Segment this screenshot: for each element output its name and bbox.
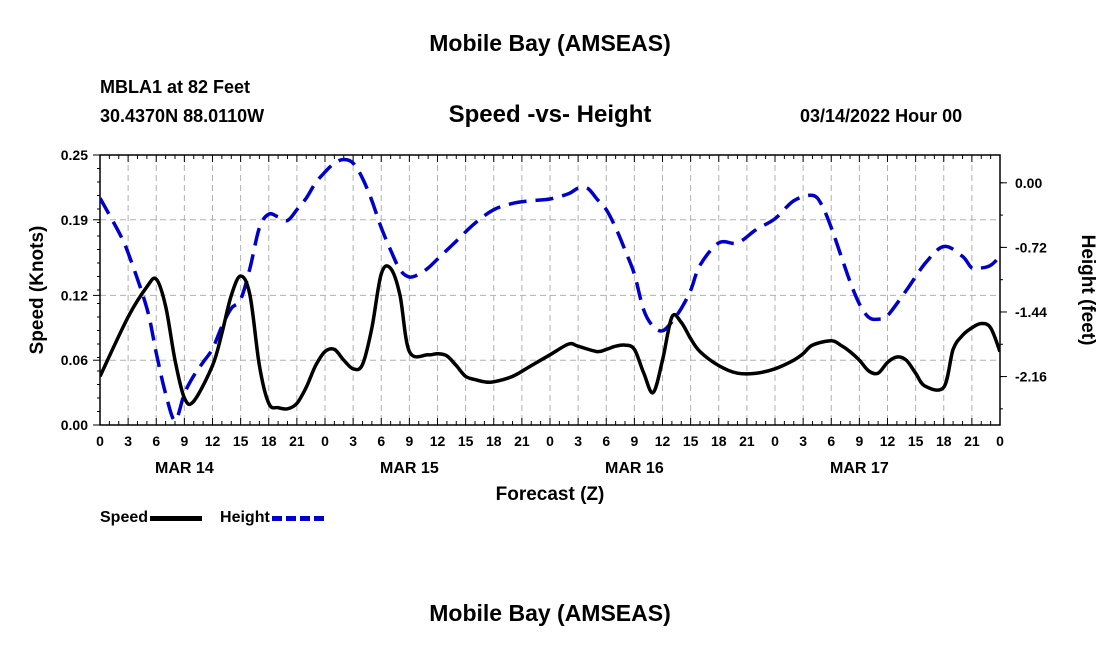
x-tick-label: 3 [574,433,582,449]
x-tick-label: 12 [880,433,896,449]
x-tick-label: 21 [514,433,530,449]
legend-swatch-height [271,515,324,521]
x-tick-label: 12 [205,433,221,449]
y-left-tick-label: 0.25 [61,147,88,163]
x-tick-label: 21 [289,433,305,449]
day-label: MAR 17 [830,460,889,477]
x-tick-label: 3 [124,433,132,449]
y-left-axis-title: Speed (Knots) [27,226,48,355]
y-left-tick-label: 0.06 [61,352,88,368]
y-right-tick-label: -1.44 [1015,304,1047,320]
x-tick-label: 0 [321,433,329,449]
station-label: MBLA1 at 82 Feet [100,77,251,97]
y-right-tick-label: 0.00 [1015,175,1042,191]
next-chart-title: Mobile Bay (AMSEAS) [429,600,671,626]
day-label: MAR 15 [380,460,439,477]
chart-subtitle: Speed -vs- Height [448,101,652,128]
x-axis-title: Forecast (Z) [496,484,605,505]
y-left-tick-label: 0.19 [61,212,88,228]
x-tick-label: 0 [771,433,779,449]
legend-swatch-speed [150,515,203,521]
y-right-tick-label: -2.16 [1015,369,1047,385]
legend: Speed Height [100,509,342,527]
x-tick-label: 3 [799,433,807,449]
x-tick-label: 21 [964,433,980,449]
y-left-tick-label: 0.00 [61,417,88,433]
y-right-axis-title: Height (feet) [1077,235,1098,346]
y-right-tick-label: -0.72 [1015,239,1047,255]
x-tick-label: 15 [458,433,474,449]
x-tick-label: 18 [261,433,277,449]
forecast-datetime: 03/14/2022 Hour 00 [800,106,963,126]
x-tick-label: 12 [655,433,671,449]
x-tick-label: 15 [683,433,699,449]
x-tick-label: 18 [711,433,727,449]
x-tick-label: 15 [908,433,924,449]
x-tick-label: 0 [546,433,554,449]
station-coordinates: 30.4370N 88.0110W [100,106,265,126]
legend-item-height: Height [220,509,324,527]
day-label: MAR 14 [155,460,214,477]
x-tick-label: 9 [630,433,638,449]
x-tick-label: 6 [152,433,160,449]
x-tick-label: 18 [486,433,502,449]
x-tick-label: 3 [349,433,357,449]
day-label: MAR 16 [605,460,664,477]
chart-main-title: Mobile Bay (AMSEAS) [429,30,671,56]
legend-item-speed: Speed [100,509,203,527]
x-tick-label: 6 [602,433,610,449]
legend-label-speed: Speed [100,509,149,526]
x-tick-label: 21 [739,433,755,449]
x-tick-label: 0 [996,433,1004,449]
series-line-speed [100,264,1000,411]
y-left-tick-label: 0.12 [61,287,88,303]
x-tick-label: 0 [96,433,104,449]
x-tick-label: 6 [827,433,835,449]
legend-label-height: Height [220,509,270,526]
x-tick-label: 6 [377,433,385,449]
x-tick-label: 18 [936,433,952,449]
series-line-height [100,157,1000,423]
x-tick-label: 15 [233,433,249,449]
x-tick-label: 9 [405,433,413,449]
x-tick-label: 12 [430,433,446,449]
x-tick-label: 9 [180,433,188,449]
x-tick-label: 9 [855,433,863,449]
